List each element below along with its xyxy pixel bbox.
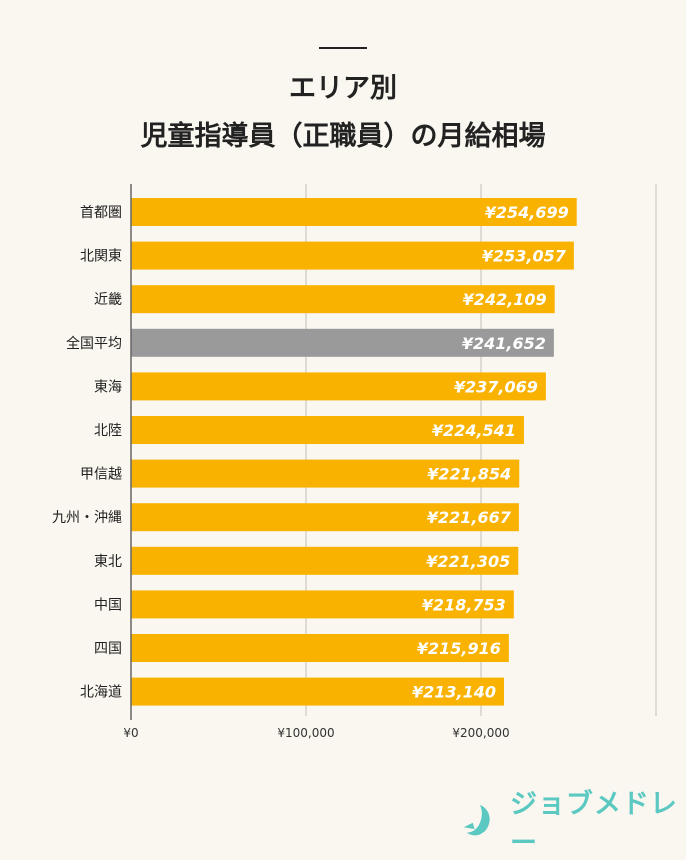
category-label: 近畿: [94, 292, 122, 308]
value-label: ¥253,057: [482, 247, 567, 266]
category-label: 四国: [94, 641, 122, 657]
category-label: 東海: [94, 379, 122, 395]
bar: [131, 241, 574, 270]
x-tick-label: ¥100,000: [277, 726, 334, 740]
value-label: ¥237,069: [454, 377, 538, 396]
chart-title-line1: エリア別: [289, 73, 397, 104]
bar: [131, 372, 546, 401]
brand-logo-icon: [463, 804, 490, 836]
bar: [131, 198, 577, 226]
brand-logo: ジョブメドレー: [462, 782, 686, 860]
category-label: 首都圏: [80, 205, 122, 221]
value-label: ¥221,667: [427, 508, 512, 527]
x-tick-label: ¥0: [123, 726, 138, 740]
value-label: ¥242,109: [463, 290, 547, 309]
bar: [131, 459, 520, 488]
category-label: 北海道: [80, 685, 122, 701]
value-label: ¥241,652: [462, 334, 546, 353]
category-label: 甲信越: [80, 467, 122, 483]
category-label: 北陸: [94, 423, 122, 439]
bar: [131, 285, 555, 314]
category-label: 九州・沖縄: [52, 510, 122, 526]
brand-name: ジョブメドレー: [509, 789, 678, 859]
value-label: ¥215,916: [417, 639, 501, 658]
category-label: 中国: [94, 597, 122, 613]
bar: [131, 590, 514, 619]
value-label: ¥224,541: [432, 421, 516, 440]
chart-title-line2: 児童指導員（正職員）の月給相場: [140, 121, 546, 152]
category-label: 北関東: [80, 249, 122, 265]
value-label: ¥221,854: [427, 465, 511, 484]
value-label: ¥218,753: [422, 595, 506, 614]
bar: [131, 416, 524, 444]
x-tick-label: ¥200,000: [452, 726, 509, 740]
category-label: 東北: [94, 554, 122, 570]
bar: [131, 677, 504, 706]
value-label: ¥213,140: [412, 683, 496, 702]
bar: [131, 546, 519, 575]
category-label: 全国平均: [66, 335, 122, 352]
bar: [131, 503, 519, 532]
bar-chart: ¥0 ¥100,000 ¥200,000 首都圏 ¥254,699 北関東 ¥253,057…: [52, 184, 657, 740]
bar: [131, 634, 509, 662]
title-rule: [319, 47, 367, 49]
value-label: ¥221,305: [426, 552, 510, 571]
bar: [131, 328, 554, 357]
value-label: ¥254,699: [485, 203, 569, 222]
